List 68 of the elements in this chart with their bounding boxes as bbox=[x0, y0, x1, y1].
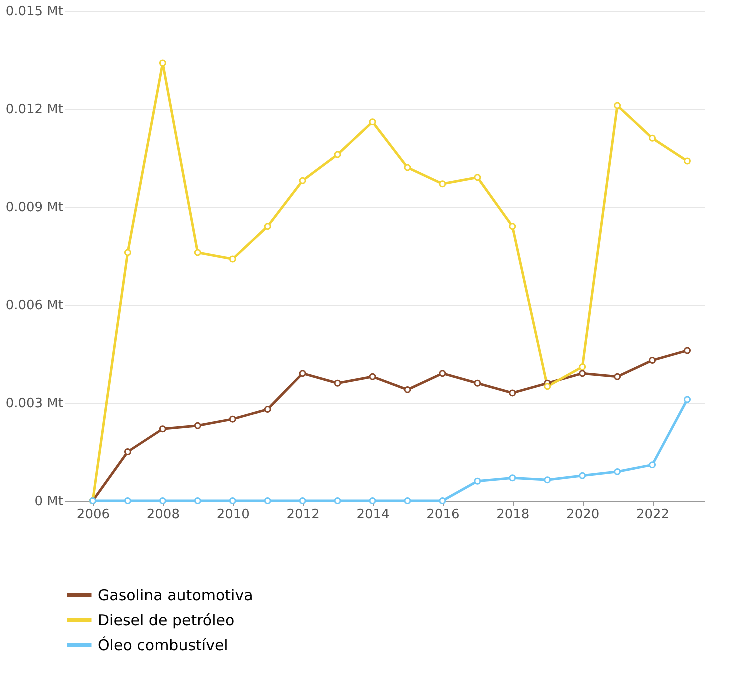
point bbox=[159, 426, 166, 433]
y-tick-label: 0.012 Mt bbox=[6, 102, 64, 118]
x-tick-label: 2022 bbox=[636, 508, 670, 522]
point bbox=[474, 478, 482, 485]
x-tick-label: 2020 bbox=[566, 508, 600, 522]
point bbox=[334, 151, 342, 158]
y-tick-label: 0.003 Mt bbox=[6, 396, 64, 412]
point bbox=[509, 474, 516, 482]
point bbox=[369, 498, 376, 504]
point bbox=[229, 498, 236, 504]
x-tick-label: 2016 bbox=[426, 508, 460, 522]
point bbox=[649, 462, 656, 469]
point bbox=[509, 390, 516, 397]
x-tick-label: 2006 bbox=[76, 508, 110, 522]
point bbox=[124, 448, 132, 456]
point bbox=[684, 347, 692, 354]
point bbox=[649, 134, 656, 142]
x-tick-label: 2018 bbox=[496, 508, 530, 522]
point bbox=[544, 383, 552, 390]
point bbox=[439, 498, 446, 504]
point bbox=[264, 223, 272, 230]
point bbox=[544, 476, 552, 484]
point bbox=[264, 406, 272, 414]
point bbox=[404, 386, 412, 394]
point bbox=[229, 256, 236, 263]
point bbox=[579, 472, 586, 480]
y-tick-label: 0.015 Mt bbox=[6, 4, 64, 20]
point bbox=[299, 498, 306, 504]
point bbox=[369, 118, 376, 126]
point bbox=[614, 102, 622, 110]
point bbox=[579, 364, 586, 371]
x-tick-label: 2014 bbox=[356, 508, 390, 522]
point bbox=[299, 177, 306, 184]
point bbox=[159, 60, 166, 67]
point bbox=[124, 249, 132, 256]
point bbox=[264, 498, 272, 504]
point bbox=[474, 174, 482, 182]
point bbox=[334, 380, 342, 387]
point bbox=[439, 180, 446, 188]
x-tick-label: 2012 bbox=[286, 508, 320, 522]
point bbox=[369, 373, 376, 380]
point bbox=[299, 370, 306, 378]
point bbox=[684, 396, 692, 404]
point bbox=[614, 373, 622, 380]
x-tick-label: 2008 bbox=[146, 508, 180, 522]
point bbox=[159, 498, 166, 504]
y-tick-label: 0 Mt bbox=[34, 494, 64, 510]
point bbox=[194, 498, 202, 504]
point bbox=[194, 422, 202, 430]
y-tick-label: 0.009 Mt bbox=[6, 200, 64, 216]
y-tick-label: 0.006 Mt bbox=[6, 298, 64, 314]
point bbox=[684, 158, 692, 165]
point bbox=[334, 498, 342, 504]
point bbox=[614, 468, 622, 476]
point bbox=[229, 416, 236, 423]
point bbox=[579, 370, 586, 378]
point bbox=[649, 357, 656, 364]
legend-label: Óleo combustível bbox=[98, 636, 228, 654]
point bbox=[194, 249, 202, 256]
point bbox=[474, 380, 482, 387]
legend-label: Gasolina automotiva bbox=[98, 586, 254, 604]
point bbox=[509, 223, 516, 230]
point bbox=[439, 370, 446, 378]
legend-label: Diesel de petróleo bbox=[98, 612, 235, 630]
x-tick-label: 2010 bbox=[216, 508, 250, 522]
point bbox=[124, 498, 132, 504]
point bbox=[404, 498, 412, 504]
point bbox=[404, 164, 412, 172]
